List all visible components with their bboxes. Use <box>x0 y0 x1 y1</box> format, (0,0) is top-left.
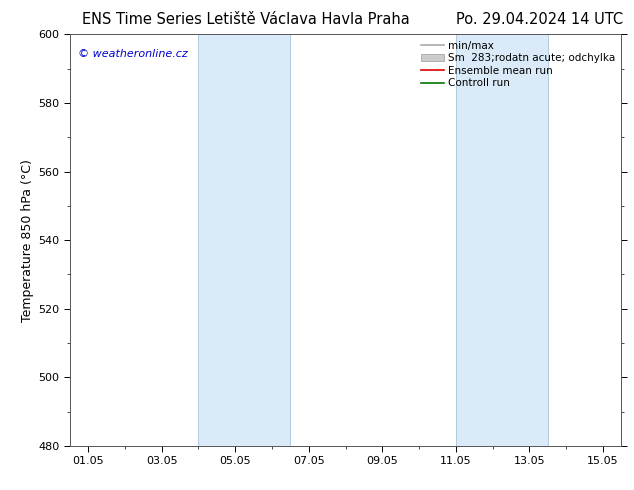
Text: © weatheronline.cz: © weatheronline.cz <box>78 49 188 59</box>
Legend: min/max, Sm  283;rodatn acute; odchylka, Ensemble mean run, Controll run: min/max, Sm 283;rodatn acute; odchylka, … <box>417 36 619 93</box>
Y-axis label: Temperature 850 hPa (°C): Temperature 850 hPa (°C) <box>21 159 34 321</box>
Text: Po. 29.04.2024 14 UTC: Po. 29.04.2024 14 UTC <box>456 12 624 27</box>
Bar <box>456 34 548 446</box>
Text: ENS Time Series Letiště Václava Havla Praha: ENS Time Series Letiště Václava Havla Pr… <box>82 12 410 27</box>
Bar <box>198 34 290 446</box>
